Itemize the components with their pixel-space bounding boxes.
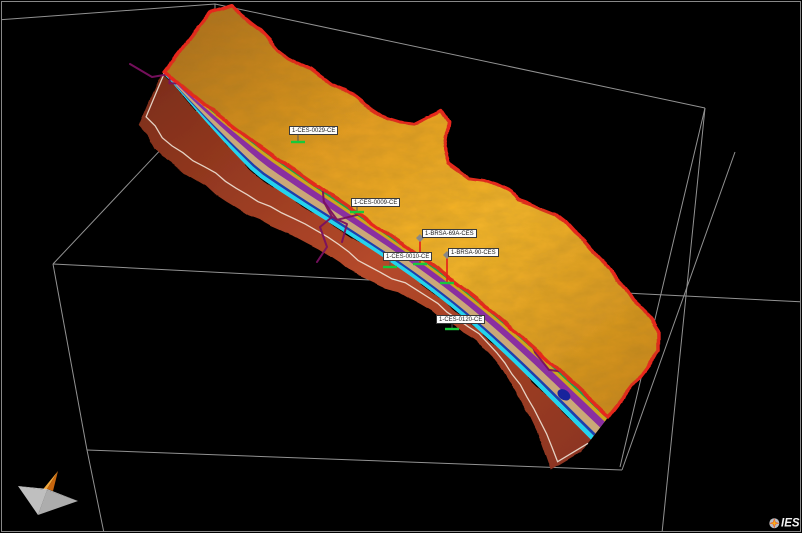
svg-text:IES: IES — [781, 518, 800, 530]
